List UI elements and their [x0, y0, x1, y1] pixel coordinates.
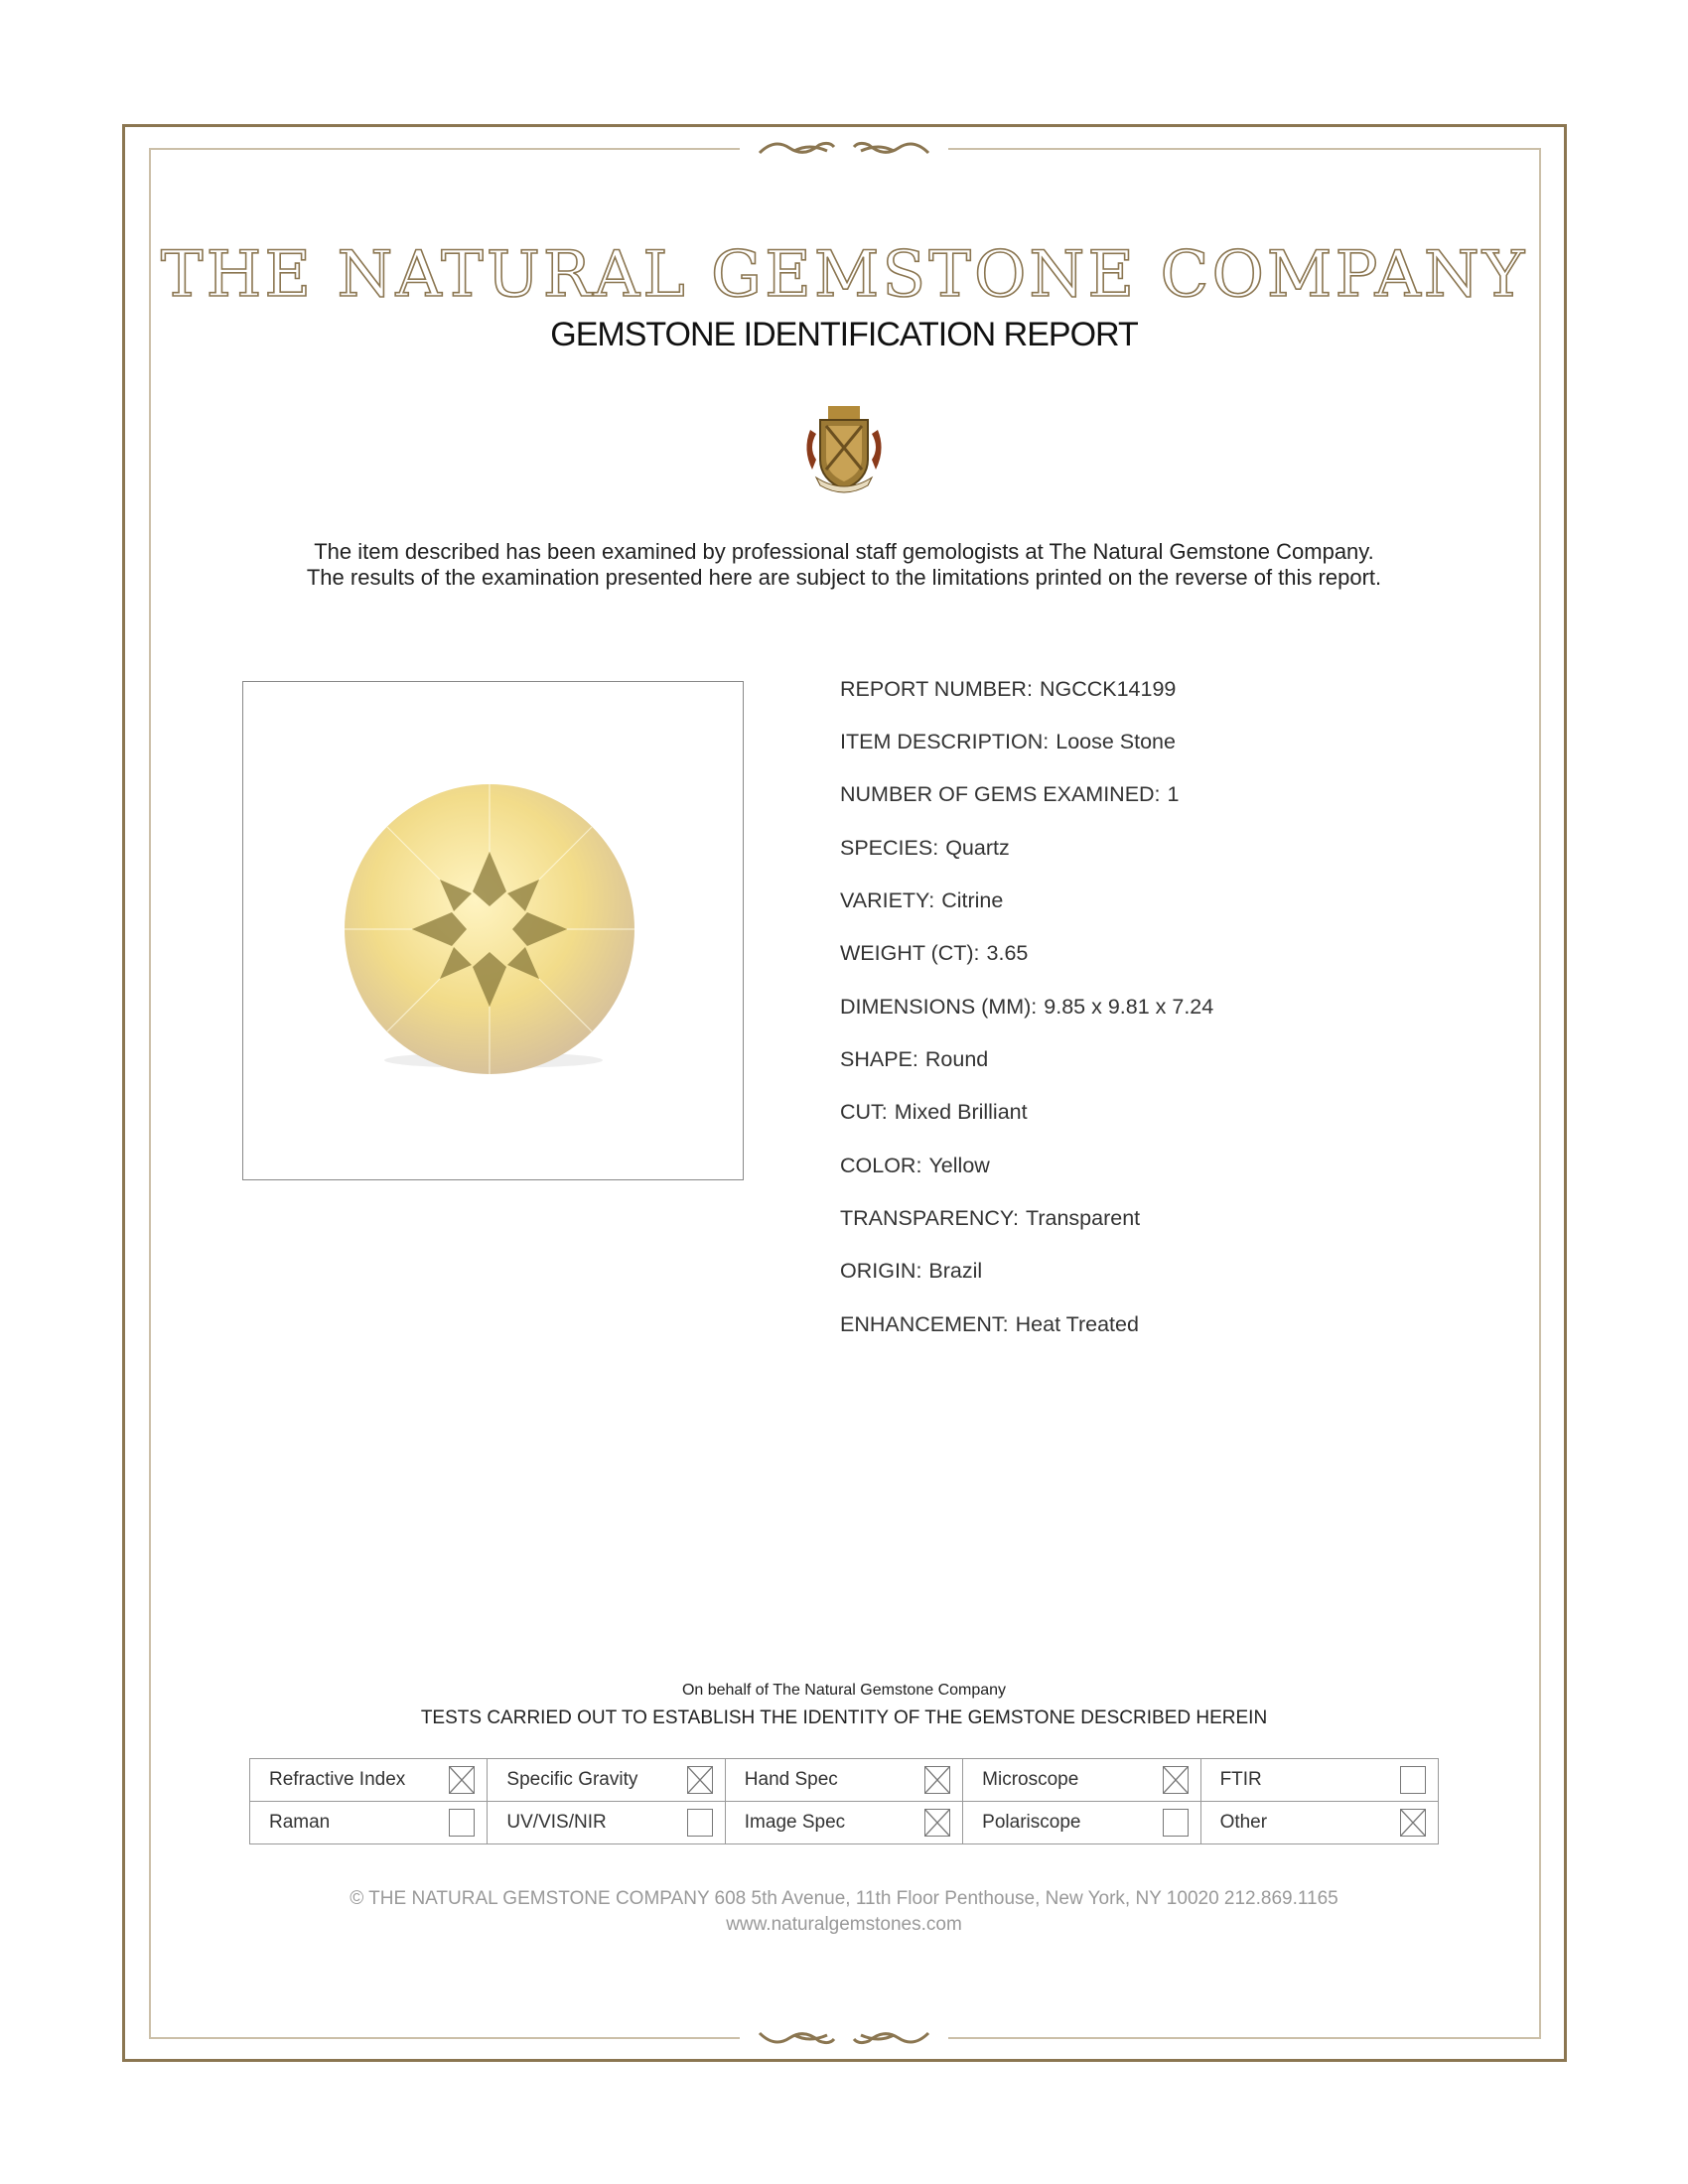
test-cell: Microscope — [962, 1758, 1201, 1802]
detail-cut: CUT: Mixed Brilliant — [840, 1100, 1028, 1125]
detail-value: 1 — [1167, 782, 1180, 806]
detail-label: REPORT NUMBER: — [840, 677, 1033, 701]
test-label: Specific Gravity — [506, 1769, 638, 1790]
detail-color: COLOR: Yellow — [840, 1154, 990, 1178]
test-uv-vis-nir: UV/VIS/NIR — [506, 1809, 713, 1837]
detail-variety: VARIETY: Citrine — [840, 888, 1003, 913]
detail-report-number: REPORT NUMBER: NGCCK14199 — [840, 677, 1176, 702]
test-label: FTIR — [1219, 1769, 1262, 1790]
gemstone-image — [343, 782, 636, 1076]
test-microscope: Microscope — [982, 1766, 1189, 1794]
detail-transparency: TRANSPARENCY: Transparent — [840, 1206, 1140, 1231]
tests-row: Refractive Index Specific Gravity Hand Spe… — [248, 1758, 1440, 1802]
test-cell: Other — [1199, 1801, 1440, 1844]
detail-label: ENHANCEMENT: — [840, 1312, 1009, 1336]
detail-shape: SHAPE: Round — [840, 1047, 988, 1072]
test-specific-gravity: Specific Gravity — [506, 1766, 713, 1794]
company-name: THE NATURAL GEMSTONE COMPANY — [160, 237, 1528, 313]
detail-label: ORIGIN: — [840, 1259, 922, 1283]
checkbox-checked-icon[interactable] — [1162, 1766, 1189, 1794]
checkbox-empty-icon[interactable] — [686, 1809, 713, 1837]
intro-line-1: The item described has been examined by … — [314, 539, 1374, 564]
test-label: Microscope — [982, 1769, 1079, 1790]
crest-icon — [802, 400, 886, 497]
detail-weight: WEIGHT (CT): 3.65 — [840, 941, 1028, 966]
detail-dimensions: DIMENSIONS (MM): 9.85 x 9.81 x 7.24 — [840, 995, 1213, 1020]
detail-label: TRANSPARENCY: — [840, 1206, 1019, 1230]
top-ornament-icon — [740, 133, 948, 163]
tests-table: Refractive Index Specific Gravity Hand Spe… — [248, 1758, 1440, 1844]
checkbox-checked-icon[interactable] — [449, 1766, 476, 1794]
test-label: Refractive Index — [269, 1769, 406, 1790]
detail-value: Yellow — [928, 1154, 990, 1177]
tests-row: Raman UV/VIS/NIR Image Spec Polariscope Othe… — [248, 1801, 1440, 1844]
checkbox-empty-icon[interactable] — [449, 1809, 476, 1837]
test-cell: Image Spec — [724, 1801, 964, 1844]
detail-label: VARIETY: — [840, 888, 935, 912]
detail-label: NUMBER OF GEMS EXAMINED: — [840, 782, 1161, 806]
intro-line-2: The results of the examination presented… — [306, 565, 1382, 590]
on-behalf-text: On behalf of The Natural Gemstone Compan… — [681, 1682, 1007, 1699]
detail-label: SHAPE: — [840, 1047, 918, 1071]
detail-value: Heat Treated — [1015, 1312, 1139, 1336]
test-label: Polariscope — [982, 1812, 1081, 1833]
detail-value: 9.85 x 9.81 x 7.24 — [1044, 995, 1214, 1019]
detail-value: Quartz — [945, 836, 1010, 860]
checkbox-checked-icon[interactable] — [924, 1766, 951, 1794]
detail-number-of-gems: NUMBER OF GEMS EXAMINED: 1 — [840, 782, 1180, 807]
checkbox-checked-icon[interactable] — [1400, 1809, 1426, 1837]
test-cell: Polariscope — [962, 1801, 1201, 1844]
detail-label: COLOR: — [840, 1154, 922, 1177]
test-refractive-index: Refractive Index — [269, 1766, 476, 1794]
detail-value: 3.65 — [986, 941, 1029, 965]
checkbox-checked-icon[interactable] — [686, 1766, 713, 1794]
detail-value: Loose Stone — [1055, 730, 1176, 753]
test-label: Hand Spec — [744, 1769, 838, 1790]
detail-value: Round — [924, 1047, 989, 1071]
test-image-spec: Image Spec — [744, 1809, 951, 1837]
detail-value: Brazil — [928, 1259, 983, 1283]
test-cell: Hand Spec — [724, 1758, 964, 1802]
detail-item-description: ITEM DESCRIPTION: Loose Stone — [840, 730, 1176, 754]
detail-label: ITEM DESCRIPTION: — [840, 730, 1050, 753]
detail-label: CUT: — [840, 1100, 888, 1124]
test-polariscope: Polariscope — [982, 1809, 1189, 1837]
tests-heading: TESTS CARRIED OUT TO ESTABLISH THE IDENT… — [420, 1707, 1268, 1728]
detail-origin: ORIGIN: Brazil — [840, 1259, 982, 1284]
detail-value: NGCCK14199 — [1039, 677, 1177, 701]
gem-photo-frame — [242, 681, 744, 1180]
detail-label: WEIGHT (CT): — [840, 941, 980, 965]
outer-border — [122, 124, 1567, 2062]
bottom-ornament-icon — [740, 2023, 948, 2053]
checkbox-empty-icon[interactable] — [1400, 1766, 1426, 1794]
detail-label: DIMENSIONS (MM): — [840, 995, 1038, 1019]
test-raman: Raman — [269, 1809, 476, 1837]
footer-address: © THE NATURAL GEMSTONE COMPANY 608 5th A… — [350, 1888, 1338, 1909]
test-label: Other — [1219, 1812, 1268, 1833]
detail-value: Citrine — [941, 888, 1004, 912]
test-cell: UV/VIS/NIR — [487, 1801, 726, 1844]
detail-label: SPECIES: — [840, 836, 939, 860]
detail-value: Transparent — [1026, 1206, 1141, 1230]
detail-species: SPECIES: Quartz — [840, 836, 1010, 861]
test-cell: Refractive Index — [248, 1758, 489, 1802]
checkbox-checked-icon[interactable] — [924, 1809, 951, 1837]
detail-enhancement: ENHANCEMENT: Heat Treated — [840, 1312, 1139, 1337]
test-ftir: FTIR — [1220, 1766, 1426, 1794]
detail-value: Mixed Brilliant — [894, 1100, 1028, 1124]
test-cell: Raman — [248, 1801, 489, 1844]
test-cell: FTIR — [1199, 1758, 1440, 1802]
checkbox-empty-icon[interactable] — [1162, 1809, 1189, 1837]
test-label: Raman — [269, 1812, 331, 1833]
test-other: Other — [1220, 1809, 1426, 1837]
test-label: Image Spec — [744, 1812, 846, 1833]
test-label: UV/VIS/NIR — [506, 1812, 607, 1833]
footer-website: www.naturalgemstones.com — [726, 1914, 962, 1935]
report-title: GEMSTONE IDENTIFICATION REPORT — [550, 316, 1139, 353]
test-hand-spec: Hand Spec — [744, 1766, 951, 1794]
test-cell: Specific Gravity — [487, 1758, 726, 1802]
